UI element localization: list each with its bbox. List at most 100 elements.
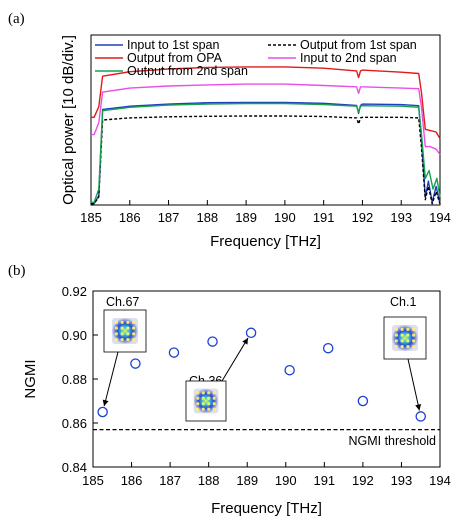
series-line-2 — [91, 66, 441, 139]
plot-b-xlabel: Frequency [THz] — [211, 500, 322, 517]
plot-a-x-tick-label: 185 — [80, 210, 102, 225]
series-line-3 — [91, 83, 441, 155]
constellation-point — [207, 396, 211, 400]
constellation-point — [120, 337, 124, 342]
constellation-point — [126, 326, 130, 330]
ngmi-point — [130, 358, 141, 369]
ngmi-point — [284, 364, 295, 376]
constellation-point — [411, 333, 416, 337]
constellation-point — [411, 344, 416, 349]
series-line-4 — [91, 102, 441, 204]
constellation-point — [207, 391, 211, 395]
constellation-cloud — [391, 324, 419, 352]
plot-a-x-tick-label: 192 — [352, 210, 374, 225]
constellation-point — [406, 339, 410, 343]
plot-b-x-tick-label: 185 — [82, 473, 104, 488]
panel-b: (b) 185 186 187 188 189 190 191 192 193 194 0.840… — [8, 263, 451, 517]
ngmi-point — [322, 342, 334, 354]
plot-b-x-tick-label: 194 — [429, 473, 451, 488]
inset-arrow — [221, 337, 249, 382]
legend-entry-label: Output from 1st span — [300, 38, 417, 52]
plot-a-legend: Input to 1st span Output from 1st span Out… — [95, 38, 417, 78]
plot-b-x-tick-label: 188 — [198, 473, 220, 488]
constellation-point — [131, 332, 136, 336]
constellation-point — [120, 326, 124, 330]
plot-b-x-tick-label: 189 — [236, 473, 258, 488]
plot-b-x-tick-label: 186 — [121, 473, 143, 488]
plot-b-points — [97, 327, 426, 422]
constellation-cloud — [111, 317, 139, 345]
inset-label: Ch.1 — [390, 295, 416, 309]
constellation-point — [126, 337, 130, 342]
plot-b-x-tick-label: 191 — [313, 473, 335, 488]
constellation-point — [114, 326, 119, 330]
plot-a-ylabel: Optical power [10 dB/div.] — [60, 35, 77, 205]
plot-b-y-axis: 0.84 0.86 0.88 0.90 0.92 — [62, 284, 98, 475]
constellation-point — [196, 396, 200, 400]
panel-a-label: (a) — [8, 11, 25, 27]
inset-label: Ch.67 — [106, 295, 139, 309]
plot-a-x-tick-label: 194 — [429, 210, 451, 225]
plot-b-y-tick-label: 0.86 — [62, 416, 87, 431]
constellation-point — [406, 333, 410, 337]
ngmi-point — [357, 395, 369, 407]
constellation-point — [196, 402, 200, 406]
legend-entry-label: Input to 2nd span — [300, 51, 397, 65]
constellation-point — [212, 407, 216, 411]
constellation-point — [120, 320, 124, 325]
constellation-point — [207, 407, 211, 411]
plot-a-x-axis: 185 186 187 188 189 190 191 192 193 194 — [80, 200, 451, 225]
plot-b-y-tick-label: 0.84 — [62, 460, 87, 475]
legend-entry-label: Input to 1st span — [127, 38, 219, 52]
inset-arrow — [103, 351, 119, 407]
inset-arrowhead — [102, 399, 109, 407]
constellation-point — [394, 333, 399, 337]
inset-arrow — [407, 358, 420, 411]
constellation-point — [201, 402, 205, 406]
plot-b-y-tick-label: 0.92 — [62, 284, 87, 299]
constellation-point — [126, 320, 130, 325]
constellation-point — [400, 344, 404, 349]
constellation-point — [411, 327, 416, 332]
plot-b-y-tick-label: 0.88 — [62, 372, 87, 387]
plot-a-x-tick-label: 186 — [119, 210, 141, 225]
plot-a-frame — [90, 34, 441, 206]
plot-a-x-tick-label: 190 — [274, 210, 296, 225]
constellation-point — [201, 396, 205, 400]
constellation-point — [201, 391, 205, 395]
constellation-point — [394, 327, 399, 332]
constellation-point — [212, 396, 216, 400]
plot-a-x-tick-label: 193 — [390, 210, 412, 225]
plot-b-y-tick-label: 0.90 — [62, 328, 87, 343]
plot-b-x-tick-label: 193 — [391, 473, 413, 488]
constellation-point — [212, 391, 216, 395]
plot-b-x-tick-label: 192 — [352, 473, 374, 488]
plot-a-x-tick-label: 187 — [158, 210, 180, 225]
constellation-point — [126, 332, 130, 336]
ngmi-point — [168, 347, 180, 358]
constellation-point — [131, 337, 136, 342]
ngmi-point — [245, 327, 257, 339]
constellation-point — [212, 402, 216, 406]
constellation-point — [120, 332, 124, 336]
inset-arrowhead — [415, 404, 422, 411]
plot-a-xlabel: Frequency [THz] — [210, 233, 321, 250]
legend-entry-label: Output from OPA — [127, 51, 223, 65]
constellation-point — [400, 327, 404, 332]
ngmi-threshold-label: NGMI threshold — [348, 434, 436, 448]
constellation-point — [201, 407, 205, 411]
inset-0: Ch.67 — [102, 295, 147, 407]
constellation-cloud — [193, 388, 219, 414]
inset-arrowhead — [242, 337, 248, 345]
constellation-point — [394, 344, 399, 349]
constellation-insets: Ch.67 Ch.36 Ch.1 — [102, 295, 427, 422]
ngmi-point — [415, 411, 426, 422]
plot-b-x-tick-label: 190 — [275, 473, 297, 488]
panel-b-label: (b) — [8, 263, 26, 279]
constellation-point — [114, 320, 119, 325]
legend-entry-label: Output from 2nd span — [127, 64, 248, 78]
constellation-point — [131, 320, 136, 325]
constellation-point — [394, 339, 399, 343]
ngmi-point — [97, 406, 108, 418]
